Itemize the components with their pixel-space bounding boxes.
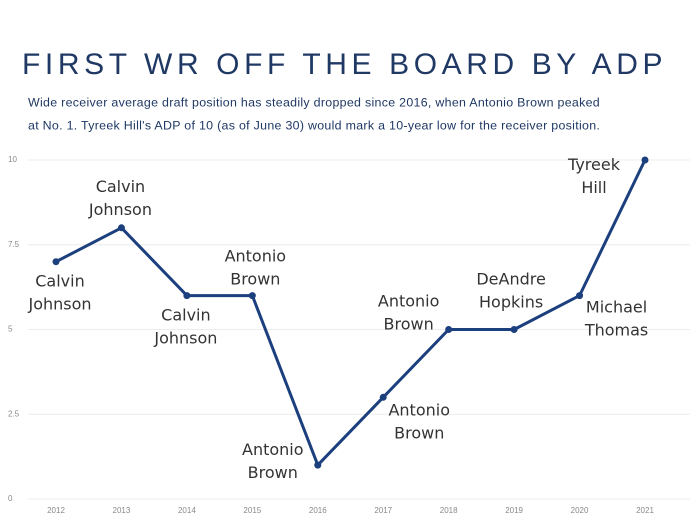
x-tick-label: 2015 (243, 506, 261, 515)
data-label: Calvin Johnson (153, 305, 217, 347)
x-tick-label: 2014 (178, 506, 196, 515)
point (314, 461, 322, 469)
y-tick-label: 0 (8, 494, 13, 503)
data-label-line: Calvin (35, 271, 84, 290)
data-label-line: Michael (586, 297, 647, 316)
data-label-line: Johnson (27, 294, 91, 313)
x-tick-label: 2019 (505, 506, 523, 515)
data-label-line: Brown (394, 423, 444, 442)
x-tick-label: 2017 (374, 506, 392, 515)
point (379, 393, 387, 401)
x-tick-label: 2021 (636, 506, 654, 515)
point (183, 292, 191, 300)
data-label: Michael Thomas (584, 297, 648, 339)
data-label-line: Brown (384, 314, 434, 333)
data-label: Calvin Johnson (27, 271, 91, 313)
point (576, 292, 584, 300)
data-label-line: Antonio (242, 440, 304, 459)
x-tick-label: 2013 (113, 506, 131, 515)
line (55, 159, 647, 467)
data-label-line: Antonio (388, 400, 450, 419)
data-label: Antonio Brown (378, 291, 440, 333)
data-label-line: Brown (248, 463, 298, 482)
data-label-line: Calvin (161, 305, 210, 324)
data-label: Antonio Brown (242, 440, 304, 482)
data-label-line: Hill (581, 178, 606, 197)
point (52, 258, 60, 266)
point (248, 292, 256, 300)
data-label-line: Johnson (153, 328, 217, 347)
point (445, 326, 453, 333)
point (641, 156, 649, 164)
data-label: DeAndre Hopkins (476, 269, 545, 311)
point (117, 224, 125, 232)
data-label: Calvin Johnson (88, 176, 152, 218)
data-label-line: Johnson (88, 199, 152, 218)
data-label-line: Antonio (378, 291, 440, 310)
data-label: Antonio Brown (225, 246, 287, 288)
x-tick-label: 2012 (47, 506, 65, 515)
data-label-line: Brown (230, 269, 280, 288)
data-label-line: Calvin (96, 176, 145, 195)
y-tick-label: 2.5 (8, 409, 20, 418)
subtitle: at No. 1. Tyreek Hill's ADP of 10 (as of… (28, 118, 600, 132)
data-label-line: Tyreek (567, 155, 621, 174)
data-label: Tyreek Hill (567, 155, 621, 197)
y-tick-label: 5 (8, 325, 13, 334)
x-tick-label: 2018 (440, 506, 458, 515)
x-tick-label: 2020 (571, 506, 589, 515)
y-tick-label: 10 (8, 155, 17, 164)
point (510, 326, 518, 333)
subtitle: Wide receiver average draft position has… (28, 95, 600, 109)
chart-title: FIRST WR OFF THE BOARD BY ADP (22, 48, 667, 81)
data-label: Antonio Brown (388, 400, 450, 442)
x-tick-label: 2016 (309, 506, 327, 515)
data-label-line: Hopkins (479, 292, 543, 311)
data-label-line: Thomas (584, 320, 648, 339)
data-label-line: Antonio (225, 246, 287, 265)
y-tick-label: 7.5 (8, 240, 20, 249)
data-label-line: DeAndre (476, 269, 545, 288)
